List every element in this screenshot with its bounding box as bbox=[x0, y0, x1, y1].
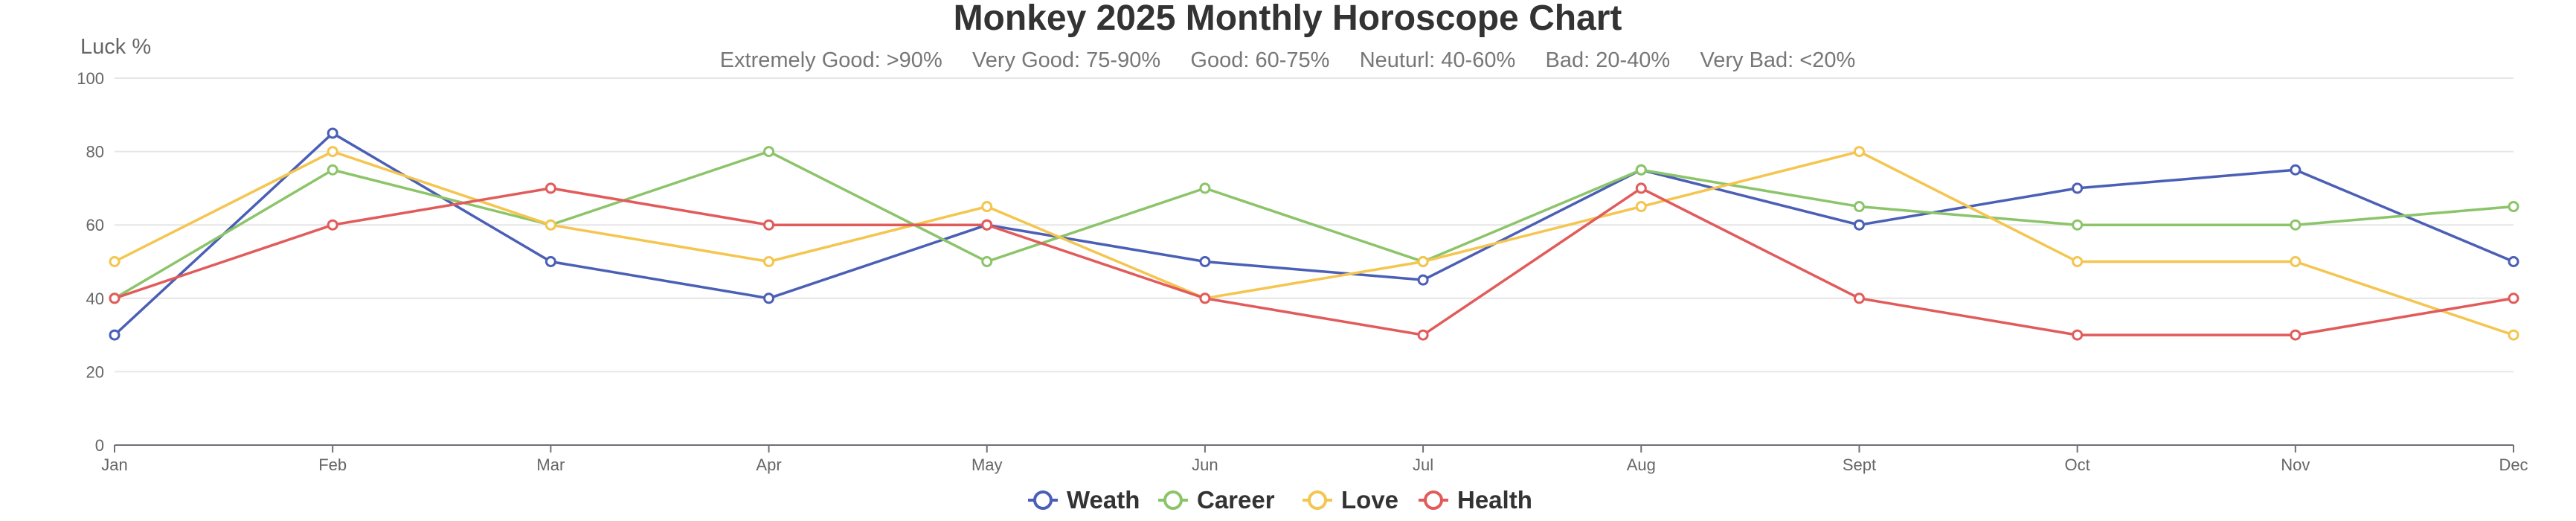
series-love bbox=[109, 146, 2519, 341]
legend-label: Career bbox=[1197, 486, 1275, 514]
data-point[interactable] bbox=[1199, 182, 1211, 194]
data-point[interactable] bbox=[763, 219, 775, 231]
legend-item-career[interactable]: Career bbox=[1158, 486, 1275, 514]
legend-marker-icon bbox=[1424, 490, 1443, 510]
axes: 0 20 40 60 80 100 Jan Feb Mar Apr May Jun Jul Aug Sept… bbox=[77, 69, 2528, 474]
x-tick-label: Dec bbox=[2499, 456, 2528, 474]
y-tick-label: 100 bbox=[77, 69, 104, 88]
data-point[interactable] bbox=[763, 293, 775, 304]
x-tick-label: Oct bbox=[2065, 456, 2090, 474]
data-point[interactable] bbox=[1417, 256, 1429, 267]
x-tick-label: Feb bbox=[318, 456, 347, 474]
x-tick-label: Jun bbox=[1192, 456, 1218, 474]
data-point[interactable] bbox=[2072, 219, 2084, 231]
x-tick-label: Apr bbox=[756, 456, 781, 474]
data-point[interactable] bbox=[1199, 293, 1211, 304]
data-point[interactable] bbox=[763, 146, 775, 158]
data-point[interactable] bbox=[2072, 182, 2084, 194]
data-point[interactable] bbox=[2290, 329, 2302, 341]
data-point[interactable] bbox=[2072, 256, 2084, 267]
data-point[interactable] bbox=[763, 256, 775, 267]
legend-label: Weath bbox=[1067, 486, 1140, 514]
series-line bbox=[114, 150, 2514, 300]
data-point[interactable] bbox=[327, 127, 338, 139]
data-point[interactable] bbox=[109, 329, 121, 341]
data-point[interactable] bbox=[109, 293, 121, 304]
legend-item-health[interactable]: Health bbox=[1419, 486, 1532, 514]
x-tick-label: Jan bbox=[101, 456, 127, 474]
legend-marker-icon bbox=[1163, 490, 1183, 510]
y-tick-label: 60 bbox=[86, 216, 104, 234]
series-group bbox=[109, 127, 2519, 341]
legend[interactable]: Weath Career Love Health bbox=[1028, 486, 1532, 514]
y-tick-label: 80 bbox=[86, 143, 104, 162]
series-line bbox=[114, 187, 2514, 336]
data-point[interactable] bbox=[1635, 201, 1647, 213]
data-point[interactable] bbox=[545, 182, 556, 194]
data-point[interactable] bbox=[2508, 293, 2519, 304]
data-point[interactable] bbox=[1853, 146, 1865, 158]
x-tick-label: Sept bbox=[1843, 456, 1876, 474]
data-point[interactable] bbox=[1417, 274, 1429, 286]
series-line bbox=[114, 150, 2514, 336]
legend-item-weath[interactable]: Weath bbox=[1028, 486, 1140, 514]
x-tick-label: Aug bbox=[1627, 456, 1656, 474]
data-point[interactable] bbox=[1853, 201, 1865, 213]
chart-title: Monkey 2025 Monthly Horoscope Chart bbox=[954, 0, 1622, 38]
data-point[interactable] bbox=[2072, 329, 2084, 341]
data-point[interactable] bbox=[2508, 329, 2519, 341]
data-point[interactable] bbox=[327, 164, 338, 176]
data-point[interactable] bbox=[109, 256, 121, 267]
y-axis-label: Luck % bbox=[80, 35, 151, 59]
data-point[interactable] bbox=[1417, 329, 1429, 341]
data-point[interactable] bbox=[2290, 219, 2302, 231]
x-tick-label: Mar bbox=[536, 456, 565, 474]
data-point[interactable] bbox=[981, 219, 993, 231]
legend-label: Health bbox=[1457, 486, 1532, 514]
series-health bbox=[109, 182, 2519, 341]
legend-marker-icon bbox=[1033, 490, 1053, 510]
data-point[interactable] bbox=[1199, 256, 1211, 267]
legend-label: Love bbox=[1341, 486, 1398, 514]
data-point[interactable] bbox=[2290, 164, 2302, 176]
data-point[interactable] bbox=[545, 219, 556, 231]
data-point[interactable] bbox=[2290, 256, 2302, 267]
data-point[interactable] bbox=[545, 256, 556, 267]
x-tick-label: Jul bbox=[1413, 456, 1433, 474]
data-point[interactable] bbox=[2508, 201, 2519, 213]
data-point[interactable] bbox=[981, 201, 993, 213]
series-career bbox=[109, 146, 2519, 304]
data-point[interactable] bbox=[1635, 164, 1647, 176]
legend-marker-icon bbox=[1308, 490, 1327, 510]
series-weath bbox=[109, 127, 2519, 341]
data-point[interactable] bbox=[1853, 219, 1865, 231]
data-point[interactable] bbox=[327, 146, 338, 158]
data-point[interactable] bbox=[981, 256, 993, 267]
series-line bbox=[113, 132, 2514, 336]
chart-subtitle: Extremely Good: >90% Very Good: 75-90% G… bbox=[720, 48, 1856, 72]
x-tick-label: Nov bbox=[2281, 456, 2310, 474]
data-point[interactable] bbox=[1635, 182, 1647, 194]
y-tick-label: 20 bbox=[86, 362, 104, 381]
x-tick-label: May bbox=[971, 456, 1003, 474]
data-point[interactable] bbox=[2508, 256, 2519, 267]
data-point[interactable] bbox=[327, 219, 338, 231]
y-tick-label: 0 bbox=[95, 436, 104, 455]
legend-item-love[interactable]: Love bbox=[1303, 486, 1398, 514]
data-point[interactable] bbox=[1853, 293, 1865, 304]
y-tick-label: 40 bbox=[86, 290, 104, 308]
